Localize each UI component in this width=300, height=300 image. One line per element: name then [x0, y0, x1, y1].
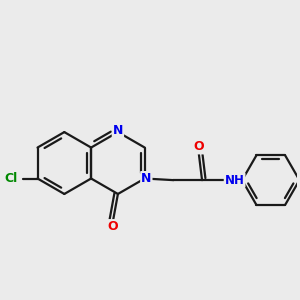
Text: O: O: [108, 220, 118, 233]
Text: Cl: Cl: [4, 172, 17, 185]
Text: NH: NH: [225, 174, 244, 187]
Text: O: O: [194, 140, 204, 153]
Text: N: N: [141, 172, 152, 185]
Text: N: N: [113, 124, 123, 137]
